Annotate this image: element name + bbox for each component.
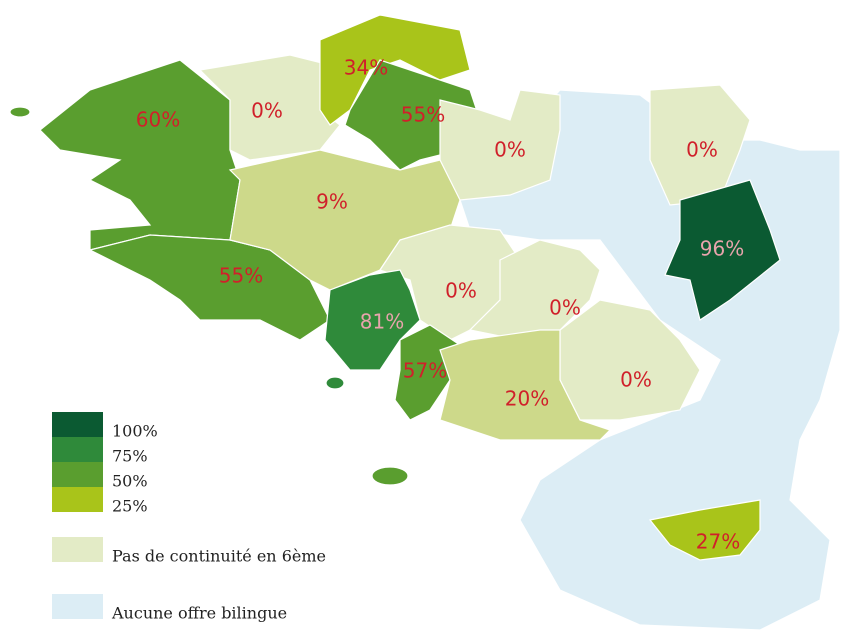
region-label: 0%: [620, 368, 652, 392]
legend-swatch: [52, 462, 103, 487]
legend-swatch: [52, 437, 103, 462]
region-label: 0%: [494, 138, 526, 162]
island: [371, 466, 409, 486]
region-label: 60%: [136, 108, 180, 132]
region: [439, 329, 612, 441]
legend-label: 50%: [112, 472, 148, 491]
region: [468, 239, 601, 341]
region-label: 57%: [403, 359, 447, 383]
region-label: 9%: [316, 190, 348, 214]
region-label: 0%: [686, 138, 718, 162]
region-label: 0%: [251, 99, 283, 123]
island: [9, 106, 31, 118]
region-label: 0%: [445, 279, 477, 303]
legend-swatch: [52, 537, 103, 562]
region-label: 55%: [219, 264, 263, 288]
regions: [9, 14, 841, 631]
region-label: 0%: [549, 296, 581, 320]
legend-swatch: [52, 594, 103, 619]
region: [319, 14, 471, 126]
legend-label: 100%: [112, 422, 158, 441]
region: [648, 499, 761, 561]
legend-label: 75%: [112, 447, 148, 466]
legend-label: Pas de continuité en 6ème: [112, 547, 326, 566]
legend: 100% 75% 50% 25% Pas de continuité en 6ème Au…: [52, 412, 326, 623]
legend-swatch: [52, 412, 103, 437]
region-label: 20%: [505, 387, 549, 411]
legend-swatch: [52, 487, 103, 512]
region-label: 34%: [344, 56, 388, 80]
region-label: 55%: [401, 103, 445, 127]
region-label: 81%: [360, 310, 404, 334]
region: [198, 54, 341, 161]
region: [324, 269, 421, 371]
region: [649, 84, 751, 206]
region-label: 96%: [700, 237, 744, 261]
region-label: 27%: [696, 530, 740, 554]
region: [664, 179, 781, 321]
legend-label: Aucune offre bilingue: [111, 604, 287, 623]
island: [325, 376, 345, 390]
region: [39, 59, 241, 251]
legend-label: 25%: [112, 497, 148, 516]
region-labels: 60% 0% 34% 55% 0% 0% 9% 96% 55% 0% 0% 81…: [136, 56, 744, 554]
